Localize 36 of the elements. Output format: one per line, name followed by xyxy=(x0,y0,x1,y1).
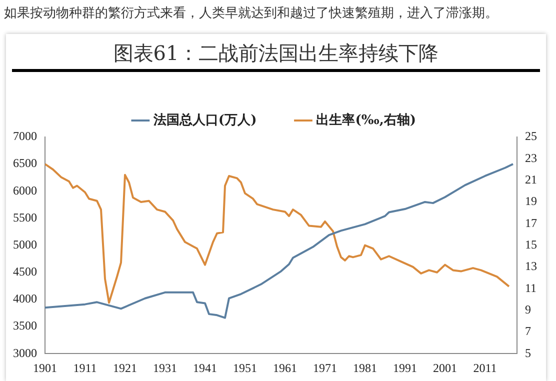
text: 如果按动物种群的繁衍方式来看，人类早就达到和越过了快速繁殖期，进入了滞涨期。 xyxy=(4,5,498,22)
y2-tick-label: 25 xyxy=(525,129,537,144)
x-tick-label: 1921 xyxy=(113,360,137,375)
legend-label: 法国总人口(万人) xyxy=(152,112,257,128)
y2-tick-label: 9 xyxy=(525,302,531,316)
y2-tick-label: 19 xyxy=(525,194,537,208)
y-tick-label: 5000 xyxy=(13,237,37,252)
y-tick-label: 3500 xyxy=(13,318,37,333)
y-tick-label: 6500 xyxy=(13,156,37,170)
y2-tick-label: 21 xyxy=(525,172,537,186)
x-tick-label: 1961 xyxy=(273,360,297,375)
x-tick-label: 1971 xyxy=(313,360,337,375)
x-tick-label: 1951 xyxy=(233,360,257,375)
chart-title: 图表61：二战前法国出生率持续下降 xyxy=(112,40,440,66)
y2-tick-label: 11 xyxy=(525,280,537,295)
y-tick-label: 4500 xyxy=(13,264,37,279)
x-tick-label: 1941 xyxy=(193,360,217,375)
x-tick-label: 1931 xyxy=(153,360,177,375)
y-tick-label: 5500 xyxy=(13,210,37,224)
legend-label: 出生率(‰,右轴) xyxy=(316,112,416,128)
y-tick-label: 3000 xyxy=(13,346,37,360)
x-tick-label: 1991 xyxy=(393,360,417,375)
y2-tick-label: 15 xyxy=(525,237,537,252)
x-tick-label: 2011 xyxy=(473,360,497,375)
y2-tick-label: 5 xyxy=(525,346,531,360)
y-tick-label: 7000 xyxy=(13,129,37,144)
y2-tick-label: 23 xyxy=(525,150,537,165)
y2-tick-label: 17 xyxy=(525,216,537,230)
y-tick-label: 6000 xyxy=(13,183,37,198)
y2-tick-label: 7 xyxy=(525,324,531,338)
y-tick-label: 4000 xyxy=(13,292,37,306)
y2-tick-label: 13 xyxy=(525,259,537,274)
x-tick-label: 2001 xyxy=(433,360,457,375)
x-tick-label: 1981 xyxy=(353,360,377,375)
x-tick-label: 1911 xyxy=(73,360,97,375)
x-tick-label: 1901 xyxy=(33,360,57,375)
